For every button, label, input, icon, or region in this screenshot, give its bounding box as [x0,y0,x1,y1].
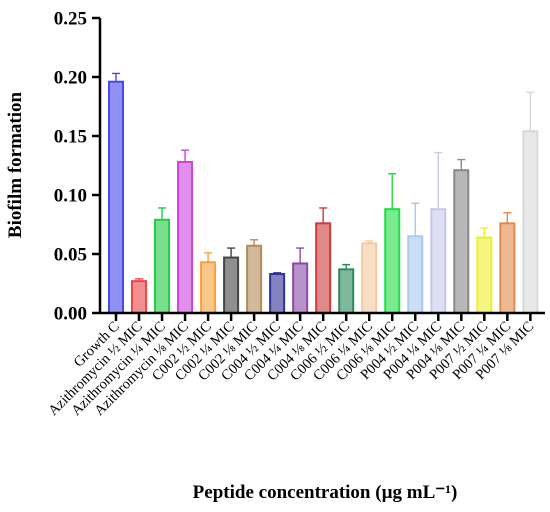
y-axis-title: Biofilm formation [5,91,26,238]
y-tick-label: 0.00 [54,304,87,325]
error-bars-layer [112,72,535,282]
y-tick-label: 0.05 [54,245,87,266]
error-bar [411,202,420,237]
error-bar [480,227,489,238]
bar [200,261,217,315]
bar [384,208,401,314]
bar [315,222,332,315]
y-tick-label: 0.15 [54,127,87,148]
bar [108,80,124,314]
error-bar [342,263,351,270]
error-bar [112,72,120,82]
error-bar [434,151,443,210]
y-ticks: 0.00 0.05 0.10 0.15 0.20 0.25 [54,9,100,325]
bar [223,256,240,315]
bar [430,208,447,314]
bar [361,242,378,315]
bar [338,268,355,314]
error-bar [503,212,512,224]
y-tick-label: 0.20 [54,68,87,89]
bar [522,130,539,314]
bar [177,160,194,314]
error-bar [135,278,144,282]
bar [269,273,286,314]
bar [246,244,263,315]
bars-layer [108,80,539,315]
y-tick-label: 0.10 [54,186,87,207]
bar [407,235,424,314]
x-axis-title: Peptide concentration (µg mL⁻¹) [193,482,458,503]
error-bar [158,207,167,220]
y-tick-label: 0.25 [54,9,87,30]
error-bar [181,149,190,162]
error-bar [273,272,282,275]
bar [131,280,148,315]
error-bar [365,240,374,244]
error-bar [227,247,236,258]
bar [499,222,516,315]
error-bar [319,207,328,224]
bar [476,236,493,314]
error-bar [204,252,213,263]
bar [453,169,470,314]
error-bar [296,247,305,264]
error-bar [388,173,397,210]
error-bar [526,91,535,132]
bar [154,218,171,314]
error-bar [457,158,466,171]
error-bar [250,239,259,246]
bar [292,262,309,315]
